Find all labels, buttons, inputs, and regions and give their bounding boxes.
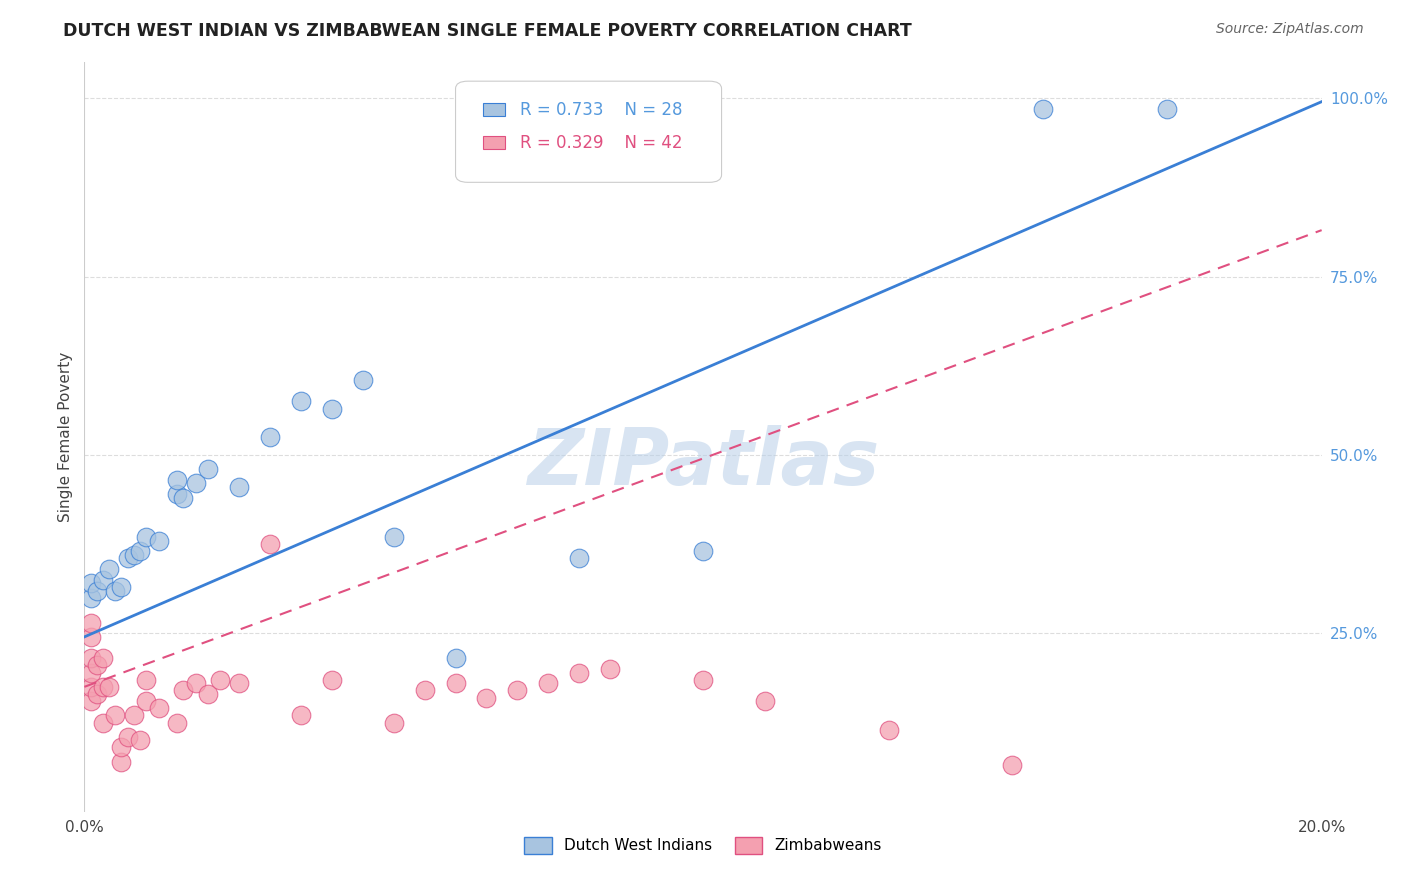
Point: [79, 630, 101, 644]
Y-axis label: Single Female Poverty: Single Female Poverty: [58, 352, 73, 522]
Point: [413, 683, 436, 698]
FancyBboxPatch shape: [456, 81, 721, 182]
Point: [79, 576, 101, 591]
Point: [135, 694, 157, 708]
Point: [129, 733, 152, 747]
Point: [110, 580, 132, 594]
Point: [166, 715, 188, 730]
Text: ZIPatlas: ZIPatlas: [527, 425, 879, 501]
Point: [91, 651, 114, 665]
Point: [1156, 102, 1178, 116]
Point: [599, 662, 621, 676]
Point: [259, 430, 281, 444]
Point: [79, 680, 101, 694]
Point: [877, 723, 900, 737]
Point: [86, 583, 108, 598]
Point: [1032, 102, 1054, 116]
Point: [129, 544, 152, 558]
Bar: [482, 103, 505, 116]
Point: [259, 537, 281, 551]
Point: [352, 373, 374, 387]
Point: [135, 530, 157, 544]
Point: [754, 694, 776, 708]
Text: R = 0.329    N = 42: R = 0.329 N = 42: [520, 134, 682, 152]
Point: [86, 658, 108, 673]
Point: [321, 673, 343, 687]
Point: [122, 548, 145, 562]
Point: [79, 591, 101, 605]
Point: [117, 551, 139, 566]
Point: [444, 676, 467, 690]
Text: DUTCH WEST INDIAN VS ZIMBABWEAN SINGLE FEMALE POVERTY CORRELATION CHART: DUTCH WEST INDIAN VS ZIMBABWEAN SINGLE F…: [63, 22, 912, 40]
Point: [228, 480, 250, 494]
Text: Source: ZipAtlas.com: Source: ZipAtlas.com: [1216, 22, 1364, 37]
Point: [172, 491, 194, 505]
Point: [79, 651, 101, 665]
Point: [91, 715, 114, 730]
Point: [86, 687, 108, 701]
Point: [110, 755, 132, 769]
Point: [122, 708, 145, 723]
Point: [475, 690, 498, 705]
Point: [321, 401, 343, 416]
Point: [98, 562, 121, 576]
Point: [184, 676, 207, 690]
Point: [166, 487, 188, 501]
Text: R = 0.733    N = 28: R = 0.733 N = 28: [520, 101, 682, 119]
Point: [568, 665, 591, 680]
Point: [568, 551, 591, 566]
Point: [537, 676, 560, 690]
Point: [444, 651, 467, 665]
Point: [91, 680, 114, 694]
Point: [166, 473, 188, 487]
Point: [692, 673, 714, 687]
Point: [79, 665, 101, 680]
Point: [104, 583, 127, 598]
Point: [98, 680, 121, 694]
Point: [382, 530, 405, 544]
Point: [290, 394, 312, 409]
Point: [382, 715, 405, 730]
Point: [79, 694, 101, 708]
Point: [110, 740, 132, 755]
Point: [172, 683, 194, 698]
Point: [197, 462, 219, 476]
Point: [290, 708, 312, 723]
Point: [506, 683, 529, 698]
Point: [197, 687, 219, 701]
Point: [148, 533, 170, 548]
Point: [91, 573, 114, 587]
Point: [228, 676, 250, 690]
Point: [135, 673, 157, 687]
Point: [1001, 758, 1024, 772]
Point: [148, 701, 170, 715]
Point: [209, 673, 232, 687]
Point: [692, 544, 714, 558]
Legend: Dutch West Indians, Zimbabweans: Dutch West Indians, Zimbabweans: [517, 830, 889, 860]
Bar: [482, 136, 505, 149]
Point: [117, 730, 139, 744]
Point: [79, 615, 101, 630]
Point: [104, 708, 127, 723]
Point: [184, 476, 207, 491]
